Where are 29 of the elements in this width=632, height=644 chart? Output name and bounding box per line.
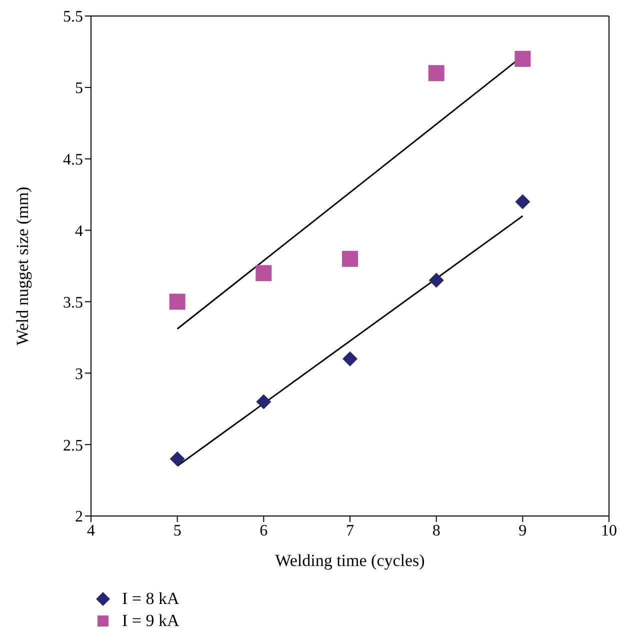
y-tick-label: 2.5 [63, 437, 83, 454]
x-tick-label: 4 [87, 522, 95, 540]
y-tick-label: 4.5 [63, 152, 83, 169]
x-axis-title: Welding time (cycles) [275, 551, 425, 570]
x-tick-label: 5 [173, 522, 182, 540]
point [342, 250, 358, 267]
x-tick-label: 10 [601, 522, 617, 540]
y-axis-title: Weld nugget size (mm) [13, 186, 32, 346]
point [428, 272, 444, 288]
x-tick-label: 6 [260, 522, 268, 540]
point [256, 394, 272, 410]
point [515, 194, 530, 210]
y-tick-label: 5 [75, 80, 83, 98]
point [514, 50, 531, 67]
point [428, 65, 444, 82]
y-tick-label: 3 [75, 366, 83, 383]
y-tick-label: 5.5 [63, 8, 83, 26]
x-tick-label: 9 [518, 522, 527, 540]
x-tick-label: 8 [432, 522, 440, 540]
legend-label: I = 8 kA [122, 589, 180, 609]
x-tick-label: 7 [346, 522, 354, 540]
point [169, 294, 186, 310]
y-tick-label: 3.5 [63, 294, 83, 312]
point [256, 265, 272, 282]
y-tick-label: 2 [75, 508, 83, 526]
legend-label: I = 9 kA [122, 611, 180, 631]
point [170, 451, 185, 466]
y-tick-label: 4 [75, 222, 83, 240]
point [342, 351, 358, 366]
